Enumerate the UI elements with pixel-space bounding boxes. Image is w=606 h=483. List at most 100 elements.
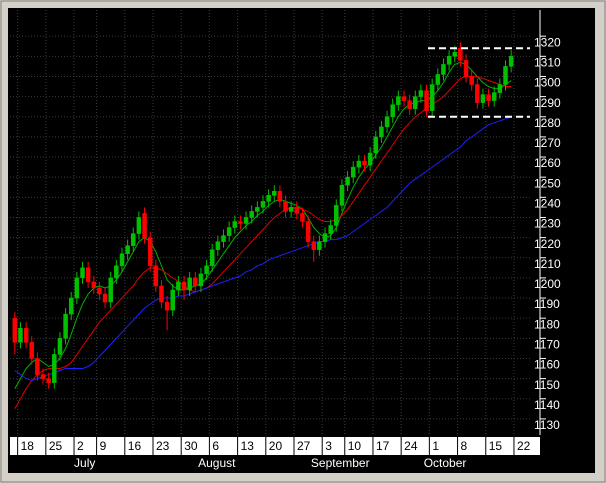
- x-tick-label: 17: [376, 439, 390, 453]
- candle-body: [345, 176, 350, 186]
- y-tick-label: 1200: [534, 277, 561, 291]
- y-tick-label: 1170: [534, 337, 560, 351]
- plot: [12, 42, 530, 410]
- candle-body: [367, 152, 373, 166]
- month-label: October: [424, 456, 467, 470]
- candle-body: [435, 74, 441, 85]
- candle-body: [503, 66, 508, 85]
- candle-body: [480, 94, 486, 103]
- y-tick-label: 1190: [534, 297, 560, 311]
- y-tick-label: 1130: [534, 418, 560, 432]
- candle-body: [40, 374, 46, 379]
- candle-body: [142, 213, 147, 238]
- candle-body: [108, 277, 113, 303]
- candle-body: [209, 249, 215, 267]
- x-tick-label: 22: [517, 439, 531, 453]
- candle-body: [362, 160, 367, 166]
- candle-body: [317, 241, 322, 250]
- candle-body: [339, 184, 345, 206]
- y-tick-label: 1180: [534, 317, 560, 331]
- chart-panel: [8, 8, 595, 473]
- candle-body: [29, 342, 34, 359]
- candle-body: [114, 265, 119, 279]
- candle-body: [300, 213, 305, 222]
- x-tick-label: 15: [489, 439, 503, 453]
- y-tick-label: 1160: [534, 358, 560, 372]
- candle-body: [85, 267, 91, 283]
- x-tick-label: 13: [241, 439, 255, 453]
- candle-body: [384, 116, 390, 128]
- candle-body: [508, 56, 514, 67]
- candle-body: [356, 160, 362, 168]
- y-tick-label: 1280: [534, 116, 561, 130]
- candle-body: [272, 191, 277, 196]
- candle-body: [458, 48, 463, 61]
- candle-body: [46, 378, 51, 383]
- candle-body: [187, 277, 192, 291]
- date-axis-band: [10, 437, 540, 455]
- candle-body: [164, 301, 170, 311]
- x-tick-label: 27: [297, 439, 311, 453]
- candle-body: [57, 338, 63, 355]
- candle-body: [379, 126, 384, 138]
- candle-body: [249, 211, 254, 218]
- y-tick-label: 1150: [534, 378, 560, 392]
- x-tick-label: 24: [404, 439, 418, 453]
- candle-body: [463, 60, 469, 77]
- candle-body: [418, 90, 424, 97]
- candle-body: [475, 84, 480, 103]
- candle-body: [413, 96, 418, 109]
- month-label: August: [198, 456, 236, 470]
- candle-body: [68, 297, 74, 315]
- x-tick-label: 2: [77, 439, 84, 453]
- y-tick-label: 1260: [534, 156, 561, 170]
- candle-body: [390, 104, 395, 118]
- candle-body: [18, 327, 23, 343]
- candle-body: [294, 207, 300, 214]
- month-label: September: [311, 456, 370, 470]
- candle-body: [232, 221, 238, 228]
- candle-body: [322, 233, 328, 242]
- candle-body: [147, 237, 153, 267]
- candle-body: [429, 84, 435, 111]
- x-tick-label: 9: [100, 439, 107, 453]
- grid: [10, 10, 530, 435]
- candle-body: [226, 227, 232, 236]
- candle-body: [407, 100, 412, 109]
- candle-body: [221, 235, 226, 242]
- candle-body: [350, 166, 356, 178]
- candle-body: [35, 358, 40, 375]
- x-tick-label: 8: [461, 439, 468, 453]
- candle-body: [91, 281, 97, 289]
- candle-body: [305, 221, 311, 242]
- candle-body: [102, 293, 108, 303]
- candle-body: [125, 245, 130, 254]
- y-tick-label: 1310: [534, 55, 561, 69]
- month-label: July: [74, 456, 95, 470]
- candle-body: [153, 265, 159, 287]
- y-tick-label: 1220: [534, 237, 561, 251]
- candle-body: [311, 241, 316, 250]
- candle-body: [288, 207, 294, 212]
- y-tick-label: 1300: [534, 76, 561, 90]
- moving-average-line: [14, 116, 512, 382]
- candle-body: [136, 217, 142, 234]
- candle-body: [63, 313, 68, 339]
- candle-body: [373, 136, 379, 154]
- candle-body: [283, 201, 288, 212]
- candle-body: [12, 317, 18, 343]
- candle-body: [334, 205, 339, 226]
- candle-body: [215, 241, 221, 250]
- candle-body: [52, 354, 57, 383]
- candle-body: [401, 96, 407, 101]
- y-tick-label: 1230: [534, 217, 561, 231]
- candle-body: [277, 191, 283, 202]
- candle-body: [238, 221, 243, 224]
- x-tick-label: 23: [156, 439, 170, 453]
- candle-body: [170, 289, 175, 311]
- x-tick-label: 16: [128, 439, 142, 453]
- candle-body: [23, 327, 29, 343]
- x-tick-label: 20: [269, 439, 283, 453]
